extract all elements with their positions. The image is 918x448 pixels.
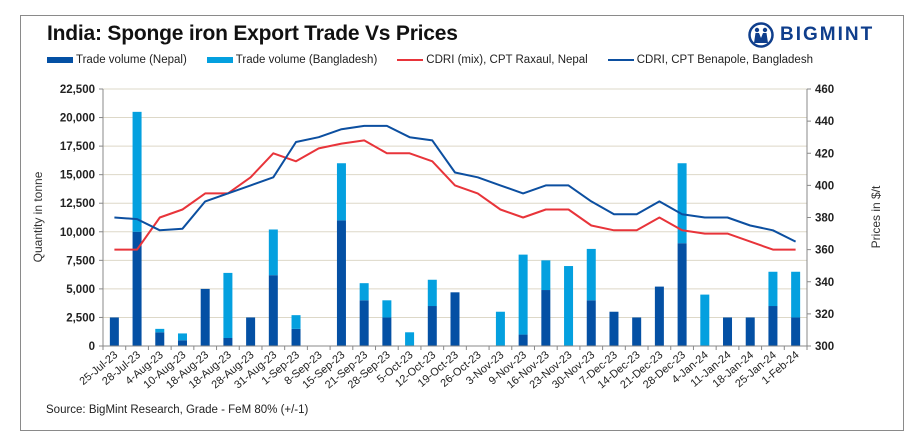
legend-label: CDRI (mix), CPT Raxaul, Nepal — [426, 54, 588, 66]
bar-nepal — [223, 338, 233, 346]
bar-nepal — [791, 317, 801, 346]
bar-nepal — [745, 317, 755, 346]
bar-bangladesh — [336, 163, 346, 221]
y2-tick-label: 380 — [815, 213, 834, 225]
bar-nepal — [518, 334, 528, 346]
bar-bangladesh — [382, 300, 392, 318]
y-tick-label: 7,500 — [66, 255, 95, 267]
legend-item-benapole-price: CDRI, CPT Benapole, Bangladesh — [607, 54, 813, 66]
legend-item-nepal-volume: Trade volume (Nepal) — [47, 54, 187, 66]
y-tick-label: 22,500 — [60, 84, 95, 96]
bar-nepal — [541, 290, 551, 346]
y-tick-label: 15,000 — [60, 170, 95, 182]
line-benapole — [114, 124, 797, 243]
axes: 0 2,500 5,000 7,500 10,000 12,500 15,000 17,500… — [60, 84, 834, 391]
chart-title: India: Sponge iron Export Trade Vs Price… — [47, 22, 458, 45]
line-raxaul — [114, 139, 796, 251]
bar-nepal — [450, 292, 460, 346]
price-lines — [114, 124, 797, 251]
bar-bangladesh — [495, 311, 505, 346]
brand-logo: BIGMINT — [748, 22, 874, 48]
y2-tick-label: 340 — [815, 277, 834, 289]
bar-nepal — [200, 288, 210, 346]
bar-nepal — [268, 275, 278, 346]
bar-bangladesh — [586, 248, 596, 301]
y-tick-label: 2,500 — [66, 312, 95, 324]
bar-bangladesh — [405, 332, 415, 346]
y2-tick-label: 460 — [815, 84, 834, 96]
bar-bangladesh — [564, 266, 574, 346]
bar-nepal — [246, 317, 256, 346]
bar-nepal — [427, 306, 437, 346]
bar-bangladesh — [768, 271, 778, 307]
bar-bangladesh — [791, 271, 801, 318]
y-tick-label: 0 — [89, 341, 95, 353]
bar-nepal — [177, 340, 187, 346]
bar-nepal — [586, 300, 596, 346]
bars — [109, 111, 801, 346]
bar-bangladesh — [291, 315, 301, 329]
bar-nepal — [768, 306, 778, 346]
legend-label: CDRI, CPT Benapole, Bangladesh — [636, 54, 813, 66]
bar-nepal — [654, 286, 664, 346]
source-note: Source: BigMint Research, Grade - FeM 80… — [46, 404, 309, 416]
bar-nepal — [632, 317, 642, 346]
bar-bangladesh — [700, 294, 710, 346]
bar-nepal — [723, 317, 733, 346]
gridlines — [103, 88, 807, 318]
y2-tick-label: 440 — [815, 116, 834, 128]
y-tick-label: 17,500 — [60, 141, 95, 153]
bar-bangladesh — [359, 283, 369, 301]
bar-bangladesh — [177, 333, 187, 341]
bigmint-logo-icon — [748, 22, 774, 48]
bar-bangladesh — [427, 279, 437, 307]
y-tick-label: 10,000 — [60, 227, 95, 239]
bar-bangladesh — [268, 229, 278, 276]
legend-item-bangladesh-volume: Trade volume (Bangladesh) — [206, 54, 378, 66]
bar-bangladesh — [132, 111, 142, 232]
y-tick-label: 12,500 — [60, 198, 95, 210]
bar-bangladesh — [677, 163, 687, 244]
y-tick-label: 20,000 — [60, 113, 95, 125]
bar-nepal — [677, 243, 687, 346]
legend-swatch — [206, 57, 233, 63]
y2-tick-label: 400 — [815, 180, 834, 192]
legend-label: Trade volume (Bangladesh) — [235, 54, 378, 66]
bar-nepal — [359, 300, 369, 346]
bar-bangladesh — [541, 260, 551, 291]
y2-axis-label: Prices in $/t — [869, 185, 883, 248]
bar-nepal — [609, 311, 619, 346]
legend-label: Trade volume (Nepal) — [76, 54, 187, 66]
bar-bangladesh — [155, 328, 165, 333]
legend-swatch — [47, 57, 73, 63]
y2-tick-label: 360 — [815, 245, 834, 257]
brand-name: BIGMINT — [780, 24, 875, 45]
bar-nepal — [155, 332, 165, 346]
bar-nepal — [336, 220, 346, 346]
legend-swatch — [607, 59, 634, 61]
bar-nepal — [291, 328, 301, 346]
bar-nepal — [132, 231, 142, 346]
y2-tick-label: 420 — [815, 148, 834, 160]
bar-nepal — [382, 317, 392, 346]
chart-frame — [20, 15, 904, 431]
y-tick-label: 5,000 — [66, 284, 95, 296]
legend-swatch — [397, 59, 424, 61]
chart-legend: Trade volume (Nepal) Trade volume (Bangl… — [47, 54, 833, 66]
bar-nepal — [109, 317, 119, 346]
y2-tick-label: 300 — [815, 341, 834, 353]
legend-item-raxaul-price: CDRI (mix), CPT Raxaul, Nepal — [397, 54, 588, 66]
bar-bangladesh — [223, 272, 233, 339]
y2-tick-label: 320 — [815, 309, 834, 321]
y-axis-label: Quantity in tonne — [31, 171, 45, 262]
bar-bangladesh — [518, 254, 528, 335]
